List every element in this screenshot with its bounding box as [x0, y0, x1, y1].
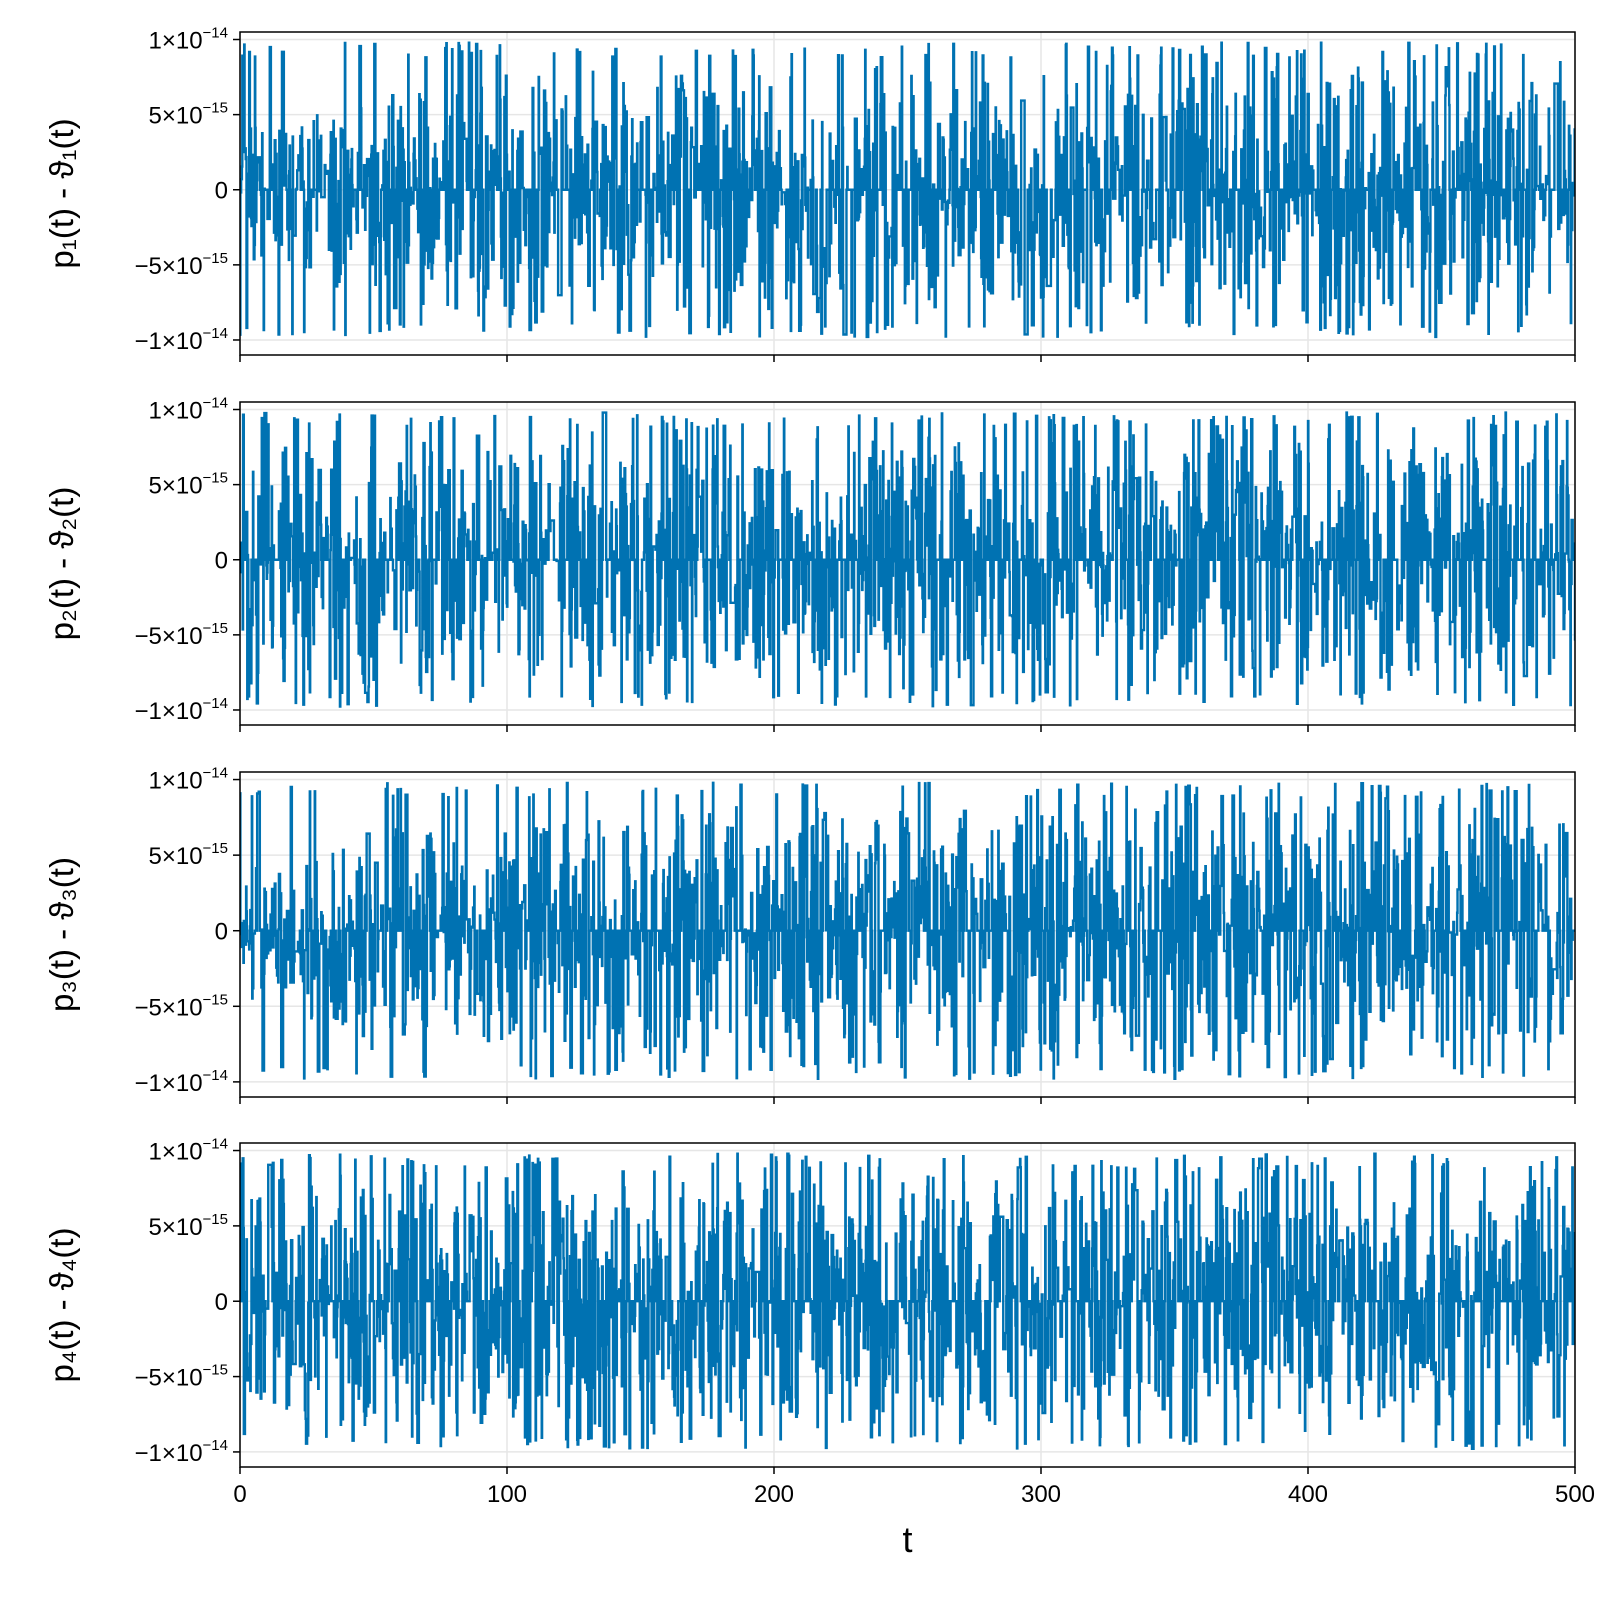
plot-frame [239, 771, 1576, 1098]
y-tick-label: −5×10−15 [134, 620, 228, 650]
x-tick-label: 400 [1288, 1481, 1328, 1508]
y-tick-label: −5×10−15 [134, 991, 228, 1021]
plot-frame [239, 401, 1576, 726]
y-tick-label: −1×10−14 [134, 1067, 228, 1097]
y-tick-label: 5×10−15 [148, 100, 228, 130]
y-tick-label: −5×10−15 [134, 1362, 228, 1392]
series-line-4 [240, 1152, 1575, 1450]
plot-frame [239, 1142, 1576, 1468]
y-axis-label: p₄(t) - ϑ₄(t) [43, 1228, 80, 1383]
panel-3: −1×10−14 −5×10−15 0 5×10−15 1×10−14 p₃(t) - ϑ… [43, 765, 1576, 1104]
y-tick-label: 1×10−14 [148, 395, 228, 425]
y-tick-label: 1×10−14 [148, 25, 228, 55]
panel-1: −1×10−14 −5×10−15 0 5×10−15 1×10−14 p₁(t) - ϑ… [43, 25, 1576, 362]
panel-2: −1×10−14 −5×10−15 0 5×10−15 1×10−14 p₂(t) - ϑ… [43, 395, 1576, 732]
x-tick-label: 500 [1555, 1481, 1595, 1508]
x-tick-label: 300 [1021, 1481, 1061, 1508]
x-tick-label: 200 [754, 1481, 794, 1508]
y-axis-label: p₁(t) - ϑ₁(t) [43, 118, 80, 268]
y-tick-label: 0 [215, 178, 228, 205]
x-axis-label: t [902, 1519, 912, 1560]
y-tick-label: −1×10−14 [134, 695, 228, 725]
x-tick-label: 100 [487, 1481, 527, 1508]
series-line-1 [240, 41, 1575, 339]
panel-4: 0 100 200 300 400 500 −1×10−14 −5×10−15 0 5×10−15… [43, 1136, 1595, 1560]
y-tick-label: 1×10−14 [148, 765, 228, 795]
series-line-3 [240, 781, 1575, 1081]
y-tick-label: −1×10−14 [134, 1437, 228, 1467]
plot-frame [239, 31, 1576, 356]
y-tick-label: 1×10−14 [148, 1136, 228, 1166]
y-tick-label: 5×10−15 [148, 1211, 228, 1241]
x-tick-label: 0 [233, 1481, 246, 1508]
y-tick-label: 0 [215, 548, 228, 575]
y-axis-label: p₂(t) - ϑ₂(t) [43, 487, 80, 641]
y-tick-label: 0 [215, 1289, 228, 1316]
y-tick-label: 5×10−15 [148, 840, 228, 870]
series-line-2 [240, 411, 1575, 708]
y-axis-label: p₃(t) - ϑ₃(t) [43, 857, 80, 1012]
y-tick-label: −5×10−15 [134, 250, 228, 280]
y-tick-label: 0 [215, 919, 228, 946]
y-tick-label: −1×10−14 [134, 325, 228, 355]
y-tick-label: 5×10−15 [148, 470, 228, 500]
